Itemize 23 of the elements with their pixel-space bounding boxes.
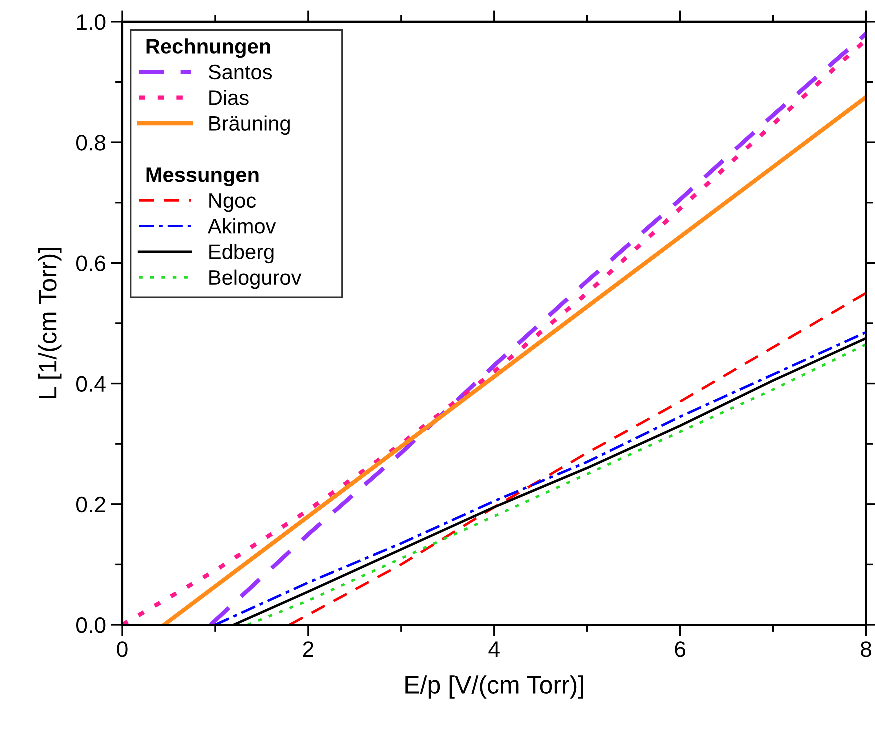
x-tick-label: 2 (303, 642, 314, 658)
legend-label: Belogurov (210, 270, 302, 290)
legend-label: Edberg (210, 244, 274, 264)
legend-label: Dias (210, 90, 249, 106)
x-tick-label: 0 (117, 642, 128, 658)
x-axis-title: E/p [V/(cm Torr)] (406, 676, 584, 699)
y-axis-title: L [1/(cm Torr)] (38, 248, 62, 398)
y-tick-label: 0.6 (76, 256, 106, 272)
legend-label: Akimov (208, 218, 276, 234)
y-tick-label: 0.8 (76, 135, 106, 151)
y-tick-label: 0.2 (76, 496, 106, 513)
legend-label: Bräuning (210, 116, 290, 136)
line-series (288, 292, 866, 626)
y-tick-label: 1.0 (77, 14, 106, 30)
legend-label: Santos (208, 64, 272, 80)
x-tick-label: 6 (675, 642, 686, 658)
y-tick-label: 0.0 (76, 618, 106, 634)
y-tick-label: 0.4 (76, 376, 106, 392)
annotation: Messungen (146, 168, 259, 187)
x-tick-label: 8 (861, 642, 872, 658)
x-tick-label: 4 (488, 642, 500, 658)
annotation: Rechnungen (146, 38, 270, 58)
legend-label: Ngoc (210, 194, 256, 212)
